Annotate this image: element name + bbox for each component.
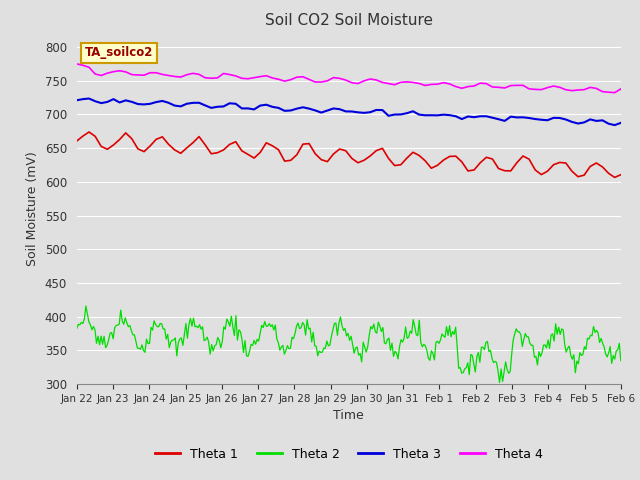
Theta 3 (85, 96, 93, 101)
Theta 4 (238, 75, 246, 81)
Theta 1 (85, 129, 93, 135)
Title: Soil CO2 Soil Moisture: Soil CO2 Soil Moisture (265, 13, 433, 28)
Theta 1 (617, 172, 625, 178)
Theta 1 (244, 152, 252, 157)
Theta 3 (611, 122, 618, 128)
Theta 1 (598, 164, 606, 170)
Theta 1 (611, 175, 618, 180)
Theta 1 (458, 159, 466, 165)
Theta 3 (598, 118, 606, 123)
Theta 4 (617, 86, 625, 92)
Theta 2 (617, 358, 625, 363)
Theta 4 (611, 90, 618, 96)
Line: Theta 3: Theta 3 (77, 98, 621, 125)
Theta 1 (73, 138, 81, 144)
Theta 2 (264, 324, 271, 329)
Line: Theta 4: Theta 4 (77, 64, 621, 93)
Theta 2 (141, 349, 149, 355)
Theta 2 (237, 329, 244, 335)
Theta 4 (452, 84, 460, 89)
Theta 3 (152, 99, 160, 105)
Theta 2 (589, 324, 597, 329)
Text: TA_soilco2: TA_soilco2 (85, 47, 154, 60)
Theta 3 (244, 106, 252, 111)
Theta 4 (538, 87, 545, 93)
Theta 2 (312, 343, 320, 349)
Theta 2 (496, 380, 504, 385)
Theta 3 (543, 117, 551, 123)
Theta 2 (73, 325, 81, 331)
Legend: Theta 1, Theta 2, Theta 3, Theta 4: Theta 1, Theta 2, Theta 3, Theta 4 (150, 443, 548, 466)
X-axis label: Time: Time (333, 409, 364, 422)
Line: Theta 2: Theta 2 (77, 306, 621, 383)
Y-axis label: Soil Moisture (mV): Soil Moisture (mV) (26, 151, 39, 266)
Theta 3 (617, 120, 625, 126)
Theta 4 (147, 70, 154, 75)
Theta 1 (152, 136, 160, 142)
Theta 4 (593, 85, 600, 91)
Theta 1 (531, 167, 539, 173)
Theta 2 (82, 303, 90, 309)
Theta 3 (73, 97, 81, 103)
Theta 1 (543, 168, 551, 174)
Theta 3 (531, 116, 539, 122)
Line: Theta 1: Theta 1 (77, 132, 621, 178)
Theta 4 (73, 61, 81, 67)
Theta 3 (458, 116, 466, 122)
Theta 2 (255, 338, 262, 344)
Theta 4 (525, 86, 533, 92)
